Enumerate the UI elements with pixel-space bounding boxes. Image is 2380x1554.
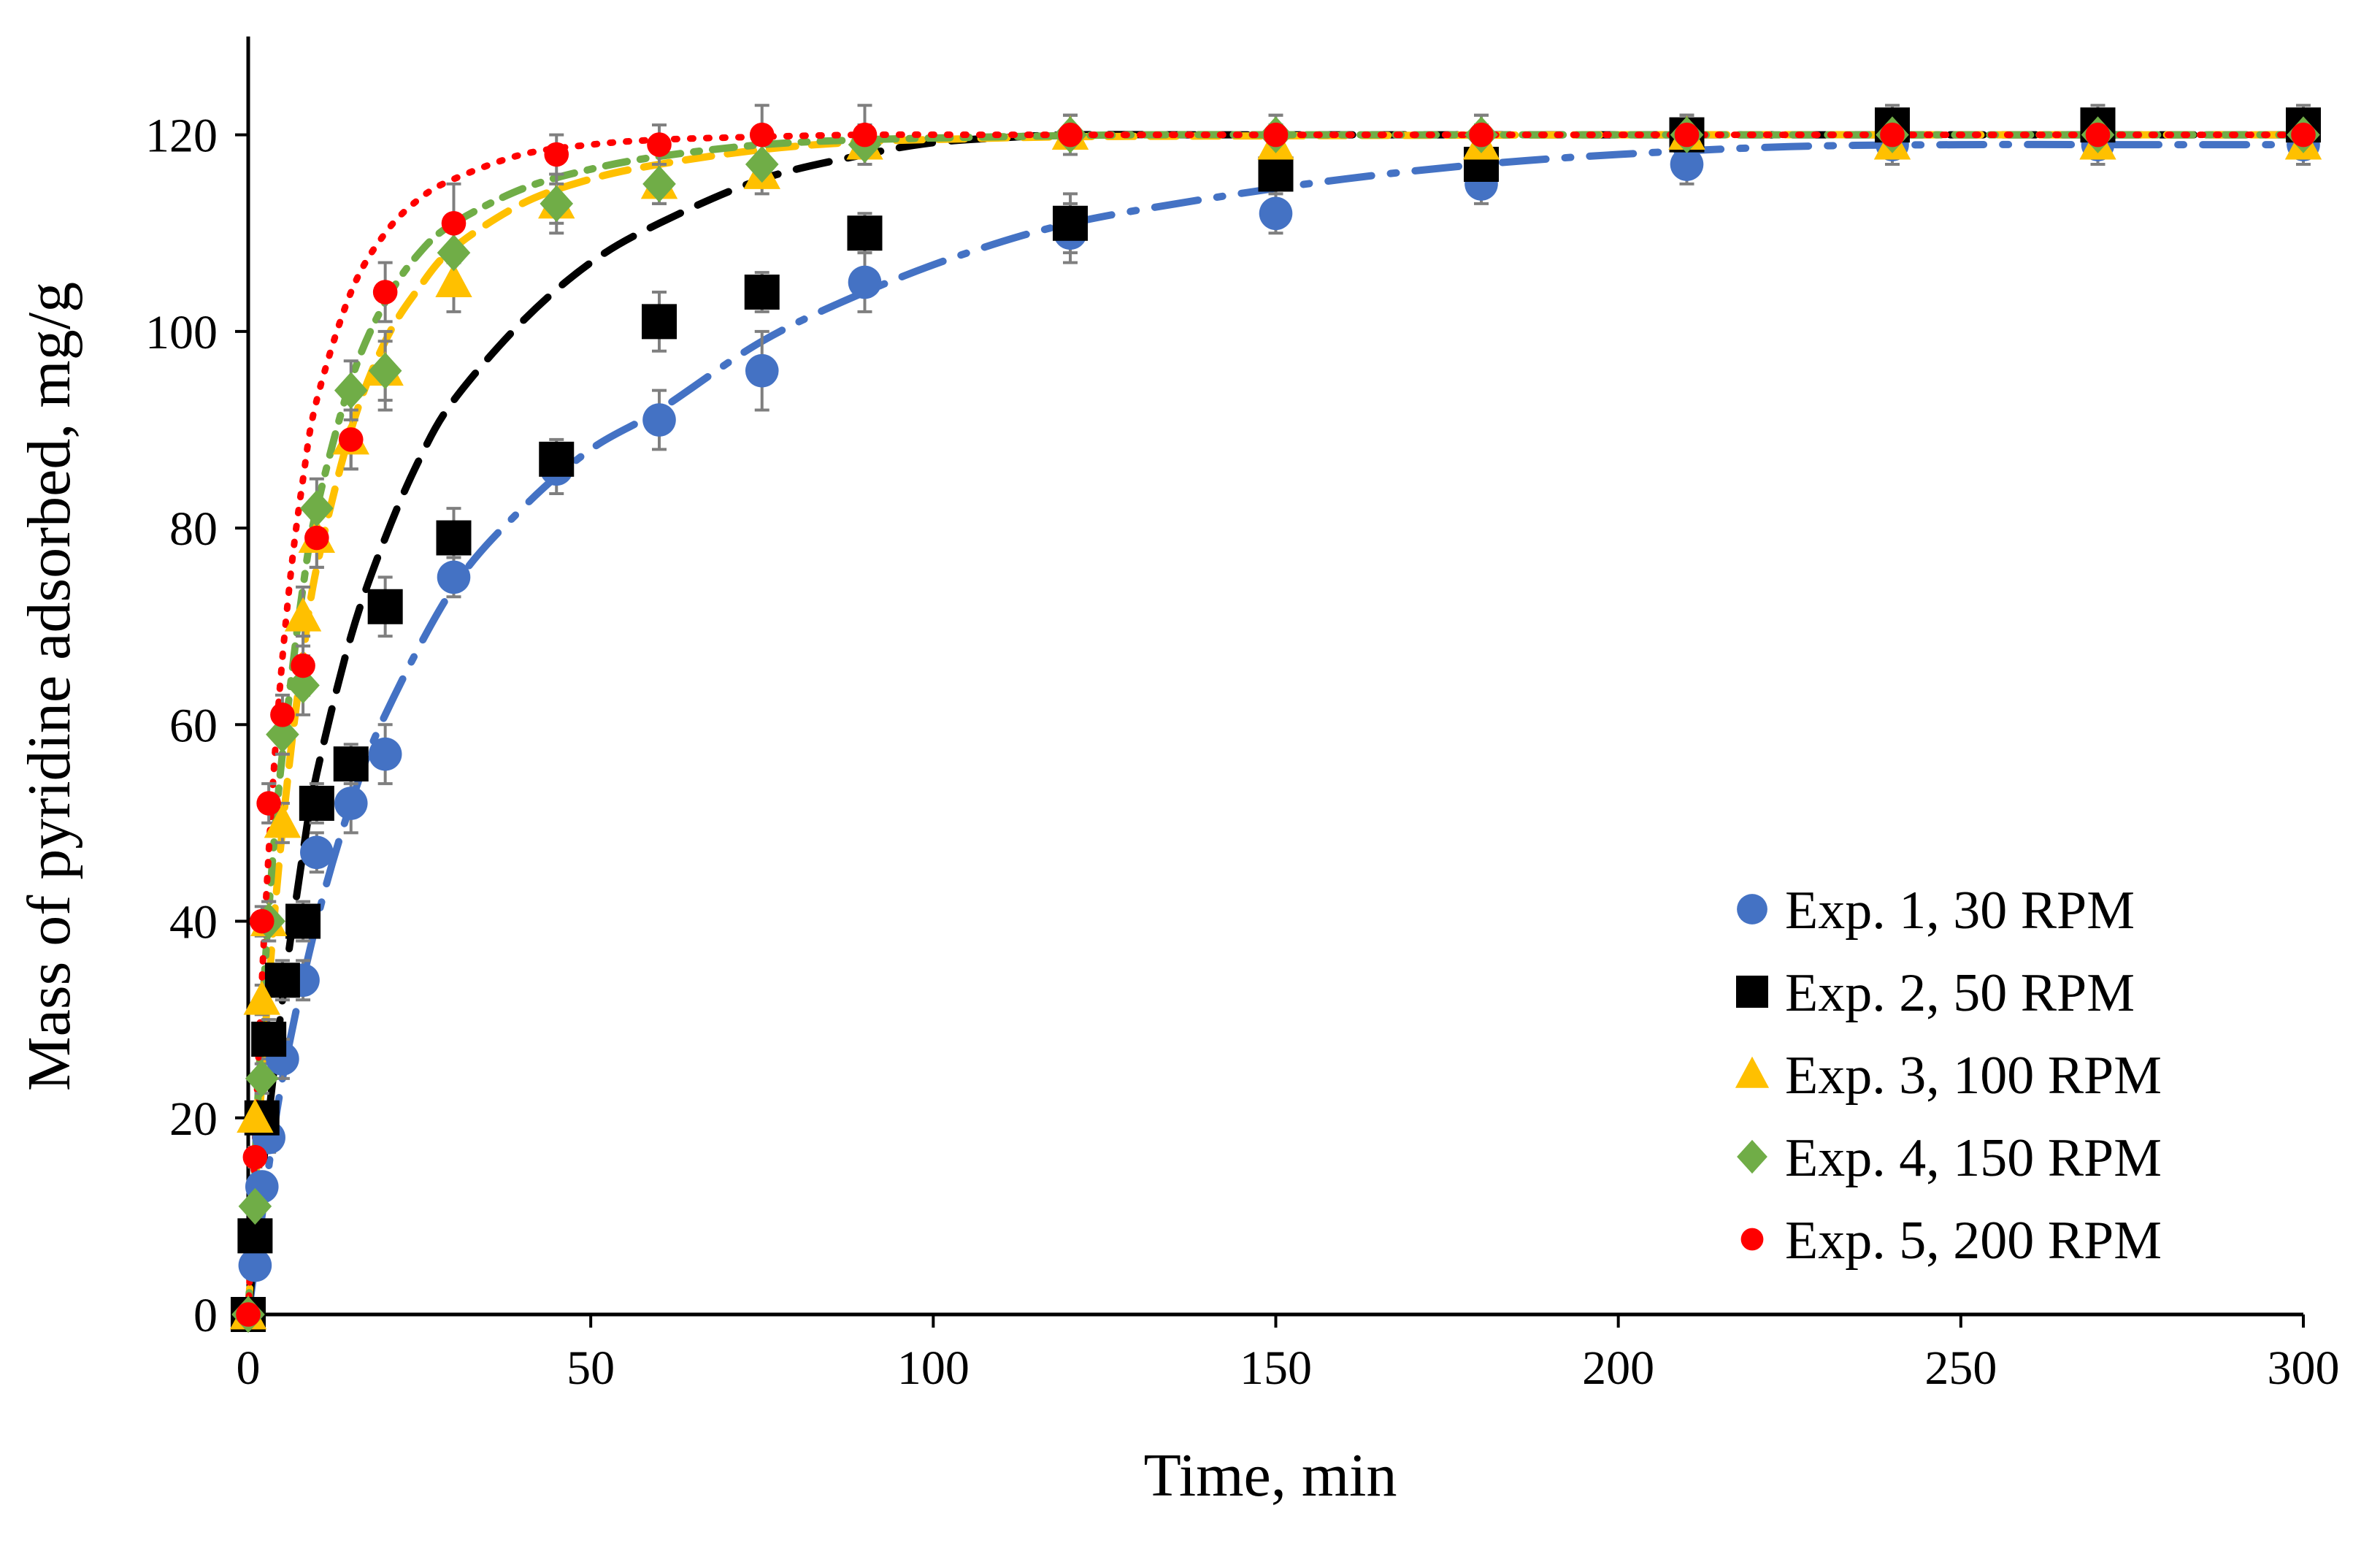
marker-exp-5-200-rpm [2291,122,2316,148]
marker-exp-4-150-rpm [642,165,676,203]
x-tick-label: 300 [2268,1341,2340,1395]
marker-exp-1-30-rpm [437,560,471,594]
marker-exp-2-50-rpm [299,786,334,821]
axes: 0 20 40 60 80 100 120 0 50 100 150 200 250 300 [145,37,2340,1395]
marker-exp-5-200-rpm [1880,122,1905,148]
marker-exp-5-200-rpm [1263,122,1289,148]
marker-exp-1-30-rpm [300,835,334,870]
marker-exp-5-200-rpm [2085,122,2111,148]
marker-exp-5-200-rpm [749,122,775,148]
legend: Exp. 1, 30 RPM Exp. 2, 50 RPM Exp. 3, 100 … [1735,881,2162,1271]
marker-exp-3-100-rpm [264,803,302,838]
marker-exp-2-50-rpm [436,520,472,556]
marker-exp-3-100-rpm [1735,1056,1770,1088]
marker-exp-5-200-rpm [441,210,467,236]
y-tick-label: 60 [169,699,218,752]
marker-exp-1-30-rpm [368,737,402,771]
marker-exp-2-50-rpm [333,746,369,782]
x-tick-label: 0 [237,1341,261,1395]
marker-exp-5-200-rpm [1740,1228,1764,1251]
x-tick-label: 200 [1582,1341,1654,1395]
x-tick-label: 150 [1240,1341,1312,1395]
y-tick-label: 80 [169,502,218,556]
marker-exp-1-30-rpm [848,265,882,299]
y-axis-label: Mass of pyridine adsorbed, mg/g [15,282,83,1091]
marker-exp-5-200-rpm [249,908,275,934]
marker-exp-5-200-rpm [338,427,364,452]
marker-exp-5-200-rpm [304,525,329,551]
marker-exp-5-200-rpm [647,132,672,157]
y-tick-label: 120 [145,110,218,163]
marker-exp-4-150-rpm [437,234,471,272]
marker-exp-2-50-rpm [642,304,677,340]
marker-exp-5-200-rpm [852,122,878,148]
x-tick-label: 250 [1924,1341,1997,1395]
marker-exp-1-30-rpm [1259,196,1293,231]
x-axis-label: Time, min [1144,1442,1397,1509]
marker-exp-3-100-rpm [435,263,472,297]
marker-exp-2-50-rpm [285,903,321,939]
marker-exp-5-200-rpm [242,1144,268,1170]
marker-exp-5-200-rpm [256,791,281,816]
marker-exp-2-50-rpm [847,215,883,251]
marker-exp-1-30-rpm [642,403,676,437]
legend-label: Exp. 2, 50 RPM [1785,963,2135,1023]
marker-exp-4-150-rpm [300,489,334,527]
x-tick-label: 100 [897,1341,970,1395]
marker-exp-5-200-rpm [544,142,569,167]
legend-label: Exp. 3, 100 RPM [1785,1046,2162,1106]
marker-exp-2-50-rpm [1736,976,1768,1008]
marker-exp-4-150-rpm [1737,1139,1767,1174]
marker-exp-2-50-rpm [251,1022,287,1057]
marker-exp-5-200-rpm [291,653,315,678]
marker-exp-2-50-rpm [264,962,300,998]
y-tick-label: 0 [193,1289,218,1342]
marker-exp-3-100-rpm [243,980,280,1015]
marker-exp-5-200-rpm [372,280,398,305]
legend-label: Exp. 4, 150 RPM [1785,1128,2162,1188]
marker-exp-5-200-rpm [1469,122,1494,148]
marker-exp-3-100-rpm [237,1098,274,1133]
marker-exp-5-200-rpm [270,703,295,727]
marker-exp-4-150-rpm [238,1187,272,1225]
marker-exp-2-50-rpm [1258,156,1294,192]
marker-exp-1-30-rpm [238,1248,272,1282]
marker-exp-2-50-rpm [744,275,780,310]
y-tick-label: 100 [145,306,218,359]
marker-exp-4-150-rpm [368,352,402,389]
y-tick-label: 40 [169,896,218,949]
marker-exp-4-150-rpm [286,667,320,704]
y-tick-label: 20 [169,1092,218,1146]
marker-exp-2-50-rpm [539,441,575,477]
marker-exp-4-150-rpm [540,185,574,223]
marker-exp-1-30-rpm [334,786,368,820]
legend-label: Exp. 1, 30 RPM [1785,881,2135,941]
legend-label: Exp. 5, 200 RPM [1785,1211,2162,1271]
marker-exp-1-30-rpm [745,353,779,388]
marker-exp-4-150-rpm [266,716,299,753]
x-tick-label: 50 [567,1341,615,1395]
marker-exp-4-150-rpm [334,372,368,409]
marker-exp-2-50-rpm [1053,205,1088,241]
marker-exp-5-200-rpm [236,1302,261,1327]
marker-exp-5-200-rpm [1674,122,1700,148]
marker-exp-5-200-rpm [1058,122,1083,148]
marker-exp-4-150-rpm [245,1060,279,1098]
marker-exp-1-30-rpm [1670,148,1704,181]
data-markers [229,107,2322,1333]
marker-exp-3-100-rpm [284,597,322,632]
marker-exp-4-150-rpm [745,145,779,183]
marker-exp-2-50-rpm [367,589,403,624]
marker-exp-1-30-rpm [1737,894,1767,925]
